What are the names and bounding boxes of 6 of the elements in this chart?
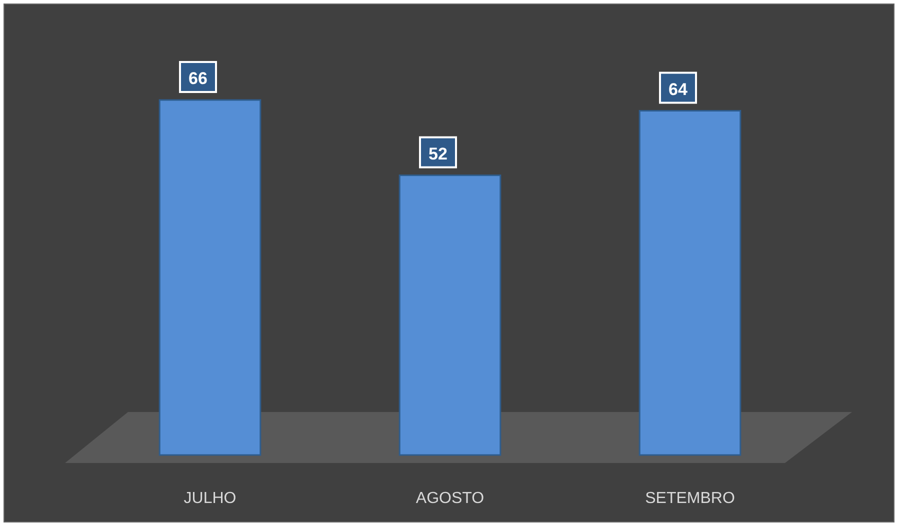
x-tick-label: JULHO: [184, 490, 236, 507]
x-tick-label: AGOSTO: [416, 490, 484, 507]
x-tick-label: SETEMBRO: [645, 490, 735, 507]
data-label: 64: [668, 80, 688, 99]
data-label: 52: [428, 144, 448, 164]
data-label: 66: [188, 69, 208, 88]
